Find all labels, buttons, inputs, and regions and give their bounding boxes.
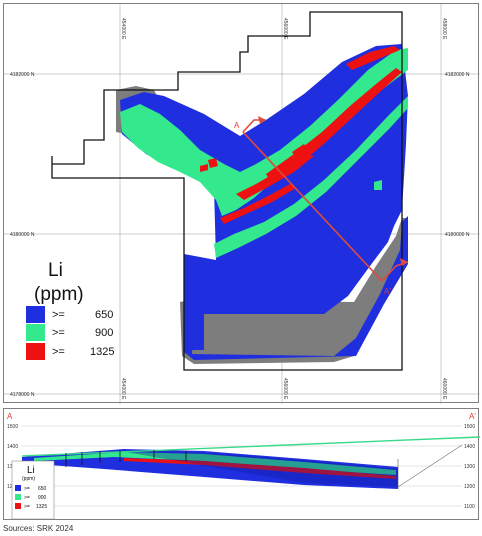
section-orebody	[22, 449, 398, 489]
cross-section: A A' 1500 1400 1300 1200 1500 1400 1300 …	[7, 412, 480, 520]
y-tick-right-2: 4180000 N	[445, 232, 470, 238]
section-legend-op-650: >=	[24, 486, 30, 492]
section-legend-op-1325: >=	[24, 504, 30, 510]
y-tick-left-1: 4182000 N	[10, 72, 35, 78]
legend-value-1325: 1325	[90, 346, 114, 358]
y-tick-left-2: 4180000 N	[10, 232, 35, 238]
elev-left-1400: 1400	[7, 444, 18, 450]
x-tick-top-1: 454000 E	[120, 18, 126, 40]
elev-right-1500: 1500	[464, 424, 475, 430]
x-tick-bottom-1: 454000 E	[120, 378, 126, 400]
elev-left-1500: 1500	[7, 424, 18, 430]
legend-swatch-900	[26, 324, 45, 341]
x-tick-top-3: 458000 E	[441, 18, 447, 40]
map-legend: Li (ppm) >= 650 >= 900 >= 1325	[26, 260, 114, 360]
plan-map: 454000 E 456000 E 458000 E 454000 E 4560…	[4, 4, 480, 404]
topography-line	[21, 436, 480, 457]
legend-op-1325: >=	[52, 346, 65, 358]
legend-title-line1: Li	[48, 260, 63, 281]
legend-op-650: >=	[52, 309, 65, 321]
section-legend-value-650: 650	[38, 486, 47, 492]
section-legend-title-line2: (ppm)	[22, 476, 35, 482]
elev-right-1100: 1100	[464, 504, 475, 510]
legend-op-900: >=	[52, 327, 65, 339]
x-tick-top-2: 456000 E	[282, 18, 288, 40]
section-legend-swatch-1325	[15, 503, 21, 509]
li-1325-zone	[200, 46, 402, 224]
section-legend: Li (ppm) >= 650 >= 900 >= 1325	[11, 460, 55, 520]
legend-title-line2: (ppm)	[34, 284, 84, 305]
plan-map-panel: 454000 E 456000 E 458000 E 454000 E 4560…	[3, 3, 480, 404]
drill-holes	[65, 450, 187, 467]
section-line	[242, 116, 409, 282]
cross-section-label-a: A	[7, 412, 13, 421]
source-note: Sources: SRK 2024	[3, 524, 74, 533]
x-tick-bottom-2: 456000 E	[282, 378, 288, 400]
section-legend-op-900: >=	[24, 495, 30, 501]
section-legend-swatch-900	[15, 494, 21, 500]
elev-right-1200: 1200	[464, 484, 475, 490]
legend-swatch-1325	[26, 343, 45, 360]
section-label-a: A	[234, 121, 240, 130]
legend-value-900: 900	[95, 327, 113, 339]
elev-right-1300: 1300	[464, 464, 475, 470]
cross-section-panel: A A' 1500 1400 1300 1200 1500 1400 1300 …	[3, 408, 480, 520]
cross-section-label-a-prime: A'	[469, 412, 476, 421]
section-legend-swatch-650	[15, 485, 21, 491]
li-900-zone	[120, 48, 408, 258]
property-boundary	[51, 11, 403, 371]
section-label-a-prime: A'	[384, 287, 391, 296]
section-legend-title-line1: Li	[27, 465, 35, 476]
section-legend-value-900: 900	[38, 495, 47, 501]
legend-value-650: 650	[95, 309, 113, 321]
y-tick-left-3: 4178000 N	[10, 392, 35, 398]
pit-outline	[397, 444, 463, 488]
x-tick-bottom-3: 460000 E	[441, 378, 447, 400]
elev-right-1400: 1400	[464, 444, 475, 450]
y-tick-right-1: 4182000 N	[445, 72, 470, 78]
legend-swatch-650	[26, 306, 45, 323]
section-legend-value-1325: 1325	[36, 504, 47, 510]
